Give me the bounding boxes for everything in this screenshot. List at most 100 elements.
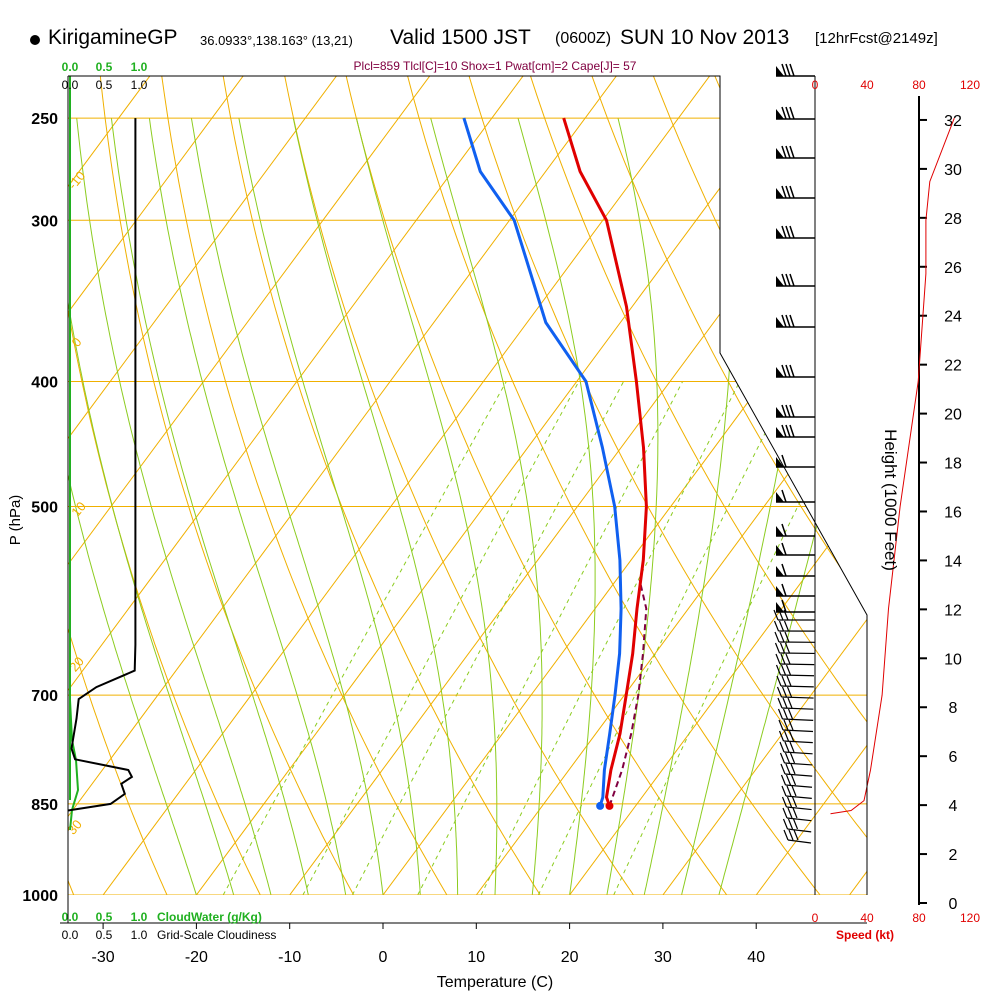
wind-barb-feather xyxy=(781,454,787,468)
wind-barb-feather xyxy=(781,364,787,378)
wind-barb-shaft xyxy=(782,718,814,721)
wind-barb-feather xyxy=(788,719,794,731)
dry-adiabat-line xyxy=(68,76,180,895)
stability-indices: Plcl=859 Tlcl[C]=10 Shox=1 Pwat[cm]=2 Ca… xyxy=(354,59,637,73)
wind-barb-flag xyxy=(776,228,784,238)
wind-barb-feather xyxy=(787,697,793,709)
isotherm-line xyxy=(68,76,434,895)
dry-adiabat-line xyxy=(283,76,654,895)
isotherm-line xyxy=(828,76,867,895)
wind-barb-shaft xyxy=(780,685,814,688)
temperature-profile-line xyxy=(562,117,648,807)
chart-header: KirigamineGP 36.0933°,138.163° (13,21) V… xyxy=(0,26,1000,60)
wind-barb-feather xyxy=(783,829,789,841)
x-axis-title: Temperature (C) xyxy=(437,974,553,991)
wind-barb-shaft xyxy=(780,674,815,677)
wind-barb-feather xyxy=(773,620,780,632)
wind-barb-feather xyxy=(785,185,791,199)
speed-tick-label: 0 xyxy=(812,78,819,92)
wind-barb-feather xyxy=(781,675,787,687)
wind-barb-feather xyxy=(782,818,789,830)
wind-barb xyxy=(779,752,813,766)
pressure-tick-label: 300 xyxy=(31,213,58,230)
wind-barb-feather xyxy=(775,664,782,676)
temperature-tick-label: 0 xyxy=(379,949,388,966)
moist-adiabat-line xyxy=(430,117,543,895)
wind-barb-feather xyxy=(787,708,794,720)
height-tick-label: 12 xyxy=(944,602,962,619)
wind-barb-feather xyxy=(786,675,792,687)
wind-barb-feather xyxy=(778,730,785,742)
cloudwater-tick-label: 1.0 xyxy=(131,60,148,74)
wind-barb-shaft xyxy=(782,729,814,733)
wind-barb-feather xyxy=(790,763,796,775)
mixing-ratio-line xyxy=(222,381,507,895)
isotherm-line xyxy=(68,76,247,895)
cloudiness-profile-line xyxy=(67,118,137,812)
wind-barb xyxy=(773,609,815,621)
wind-barb xyxy=(780,763,813,777)
pressure-tick-label: 850 xyxy=(31,797,58,814)
cloudiness-tick-label: 1.0 xyxy=(131,78,148,92)
wind-barb xyxy=(779,741,813,755)
isotherm-label: 10 xyxy=(737,365,765,393)
wind-barb-feather xyxy=(784,752,791,764)
wind-barb xyxy=(774,631,815,643)
wind-barb xyxy=(778,730,813,744)
valid-time: Valid 1500 JST xyxy=(390,26,531,49)
isotherm-line xyxy=(735,76,867,895)
surface-dewpoint-dot xyxy=(596,801,605,810)
wind-barb xyxy=(782,807,812,822)
isotherm-line xyxy=(362,76,867,895)
temperature-tick-label: 20 xyxy=(561,949,579,966)
speed-tick-label: 0 xyxy=(812,911,819,925)
wind-barb-feather xyxy=(782,807,788,819)
height-tick-label: 14 xyxy=(944,553,962,570)
dry-adiabat-line xyxy=(221,76,559,895)
wind-barb-feather xyxy=(786,686,793,698)
wind-barb-feather xyxy=(781,63,787,77)
speed-tick-label: 40 xyxy=(860,911,874,925)
wind-barb-feather xyxy=(784,631,790,643)
dry-adiabat-line xyxy=(835,76,867,895)
mixing-ratio-label: 20 xyxy=(611,898,632,919)
pressure-tick-label: 1000 xyxy=(22,888,58,905)
wind-barb xyxy=(774,642,815,655)
dry-adiabat-line xyxy=(99,76,370,895)
speed-tick-label: 40 xyxy=(860,78,874,92)
wind-barb xyxy=(781,785,812,799)
wind-barb xyxy=(777,708,814,721)
wind-barb-feather xyxy=(779,642,786,654)
forecast-info: [12hrFcst@2149z] xyxy=(815,30,938,47)
wind-barb-feather xyxy=(785,763,791,775)
wind-barb-feather xyxy=(789,145,795,159)
wind-barb-feather xyxy=(785,106,791,120)
pressure-tick-label: 700 xyxy=(31,688,58,705)
wind-barb-feather xyxy=(784,741,790,753)
wind-barb-flag xyxy=(776,407,784,417)
isotherm-label: 20 xyxy=(787,450,815,478)
wind-barb xyxy=(775,664,815,677)
wind-barb-flag xyxy=(776,367,784,377)
wind-barb-feather xyxy=(786,785,792,797)
height-tick-label: 20 xyxy=(944,407,962,424)
height-tick-label: 6 xyxy=(949,749,958,766)
height-axis-title: Height (1000 Feet) xyxy=(881,429,900,571)
wind-barb-feather xyxy=(785,774,792,786)
wind-barb-feather xyxy=(787,818,794,830)
wind-barb-shaft xyxy=(786,806,812,811)
wind-barb-feather xyxy=(789,364,795,378)
wind-barb-feather xyxy=(777,697,783,709)
wind-barb-feather xyxy=(779,752,786,764)
moist-adiabat-line xyxy=(148,118,347,895)
cloudwater-tick-label: 1.0 xyxy=(131,910,148,924)
wind-barb-feather xyxy=(781,599,787,613)
wind-barb-feather xyxy=(779,631,785,643)
dry-adiabat-line xyxy=(405,76,843,895)
wind-barb-feather xyxy=(777,708,784,720)
wind-barb-flag xyxy=(776,586,784,596)
moist-adiabat-line xyxy=(110,118,309,895)
mixing-ratio-line xyxy=(537,381,792,895)
station-coords: 36.0933°,138.163° (13,21) xyxy=(200,33,353,48)
